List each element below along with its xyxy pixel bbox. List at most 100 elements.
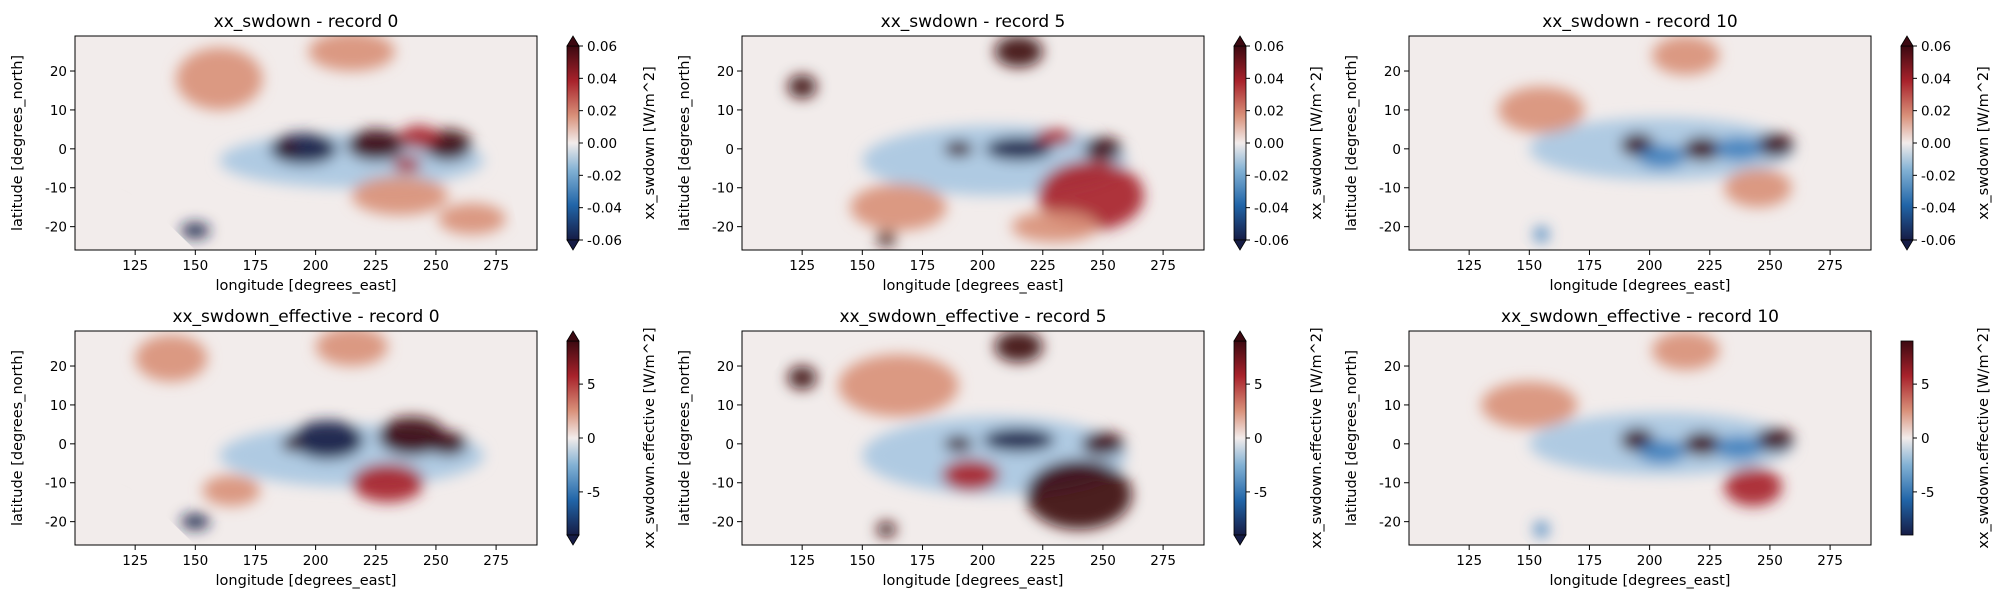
heatmap-blob [392,156,422,173]
x-tick-label: 225 [363,258,389,274]
x-tick-label: 175 [1577,258,1603,274]
land-south-america [1172,436,1204,545]
colorbar-tick-label: -0.06 [587,233,622,249]
heatmap-blob [1025,459,1132,530]
colorbar: 5 0 -5 xx_swdown.effective [W/m^2] [1900,327,1992,549]
heatmap-blob [281,436,302,452]
colorbar-tick-label: 0 [587,431,596,447]
x-tick-label: 200 [1637,258,1663,274]
colorbar-tick-label: 0.02 [1254,104,1284,120]
colorbar-extend-top [1233,330,1247,342]
panel-3: xx_swdown_effective - record 0 125 150 175 2… [10,307,658,589]
x-tick-label: 125 [789,258,815,274]
plot-title: xx_swdown - record 10 [1542,12,1738,32]
colorbar-gradient [1900,45,1914,241]
heatmap-blob [985,137,1053,161]
heatmap-blob [1637,144,1686,169]
colorbar-extend-bottom [566,239,580,251]
colorbar-extend-bottom [566,534,580,546]
y-tick-label: 0 [725,142,734,158]
colorbar-tick-label: -0.02 [587,168,622,184]
x-axis-label: longitude [degrees_east] [216,573,397,589]
heatmap-blob [1498,86,1585,134]
plot-title: xx_swdown_effective - record 5 [839,307,1106,327]
heatmap-blob [1035,129,1075,145]
x-tick-label: 175 [1577,553,1603,569]
y-tick-label: 10 [1384,398,1401,414]
x-tick-label: 175 [243,553,269,569]
y-axis-label: latitude [degrees_north] [677,55,693,231]
x-tick-label: 175 [910,258,936,274]
colorbar-tick-label: 5 [587,377,596,393]
colorbar-extend-top [566,330,580,342]
heatmap-blob [399,125,439,149]
heatmap-blob [1081,432,1125,456]
plot-title: xx_swdown_effective - record 10 [1501,307,1779,327]
colorbar-tick-label: 0.04 [587,71,617,87]
plot-frame [1408,35,1872,251]
y-tick-label: -20 [1379,515,1401,531]
colorbar-tick-label: 0.04 [1254,71,1284,87]
x-tick-label: 200 [970,258,996,274]
y-tick-label: -20 [45,220,67,236]
colorbar-tick-label: 0 [1921,431,1930,447]
y-tick-label: 20 [50,359,67,375]
x-tick-label: 250 [1757,553,1783,569]
colorbar-tick-label: 0.02 [587,104,617,120]
heatmap-field [1409,36,1871,250]
y-tick-label: 10 [50,398,67,414]
x-axis-label: longitude [degrees_east] [1550,278,1731,294]
plot-title: xx_swdown_effective - record 0 [172,307,439,327]
colorbar-tick-label: 0.00 [1921,136,1951,152]
colorbar-tick-label: 0.02 [1921,104,1951,120]
heatmap-blob [1652,331,1720,370]
heatmap-field [75,331,537,545]
colorbar-label: xx_swdown.effective [W/m^2] [642,327,658,548]
x-tick-label: 125 [789,553,815,569]
land-central-america [1813,331,1871,413]
colorbar-tick-label: 0.04 [1921,71,1951,87]
heatmap-blob [1481,381,1578,429]
land-central-america [479,36,537,118]
land-australia [742,474,863,545]
heatmap-blob [1683,432,1722,456]
x-tick-label: 150 [1516,258,1542,274]
land-central-america [1146,331,1204,413]
x-tick-label: 150 [1516,553,1542,569]
heatmap-blob [1714,137,1763,161]
colorbar: 5 0 -5 xx_swdown.effective [W/m^2] [566,327,658,549]
heatmap-blob [876,521,896,538]
y-tick-label: -20 [712,220,734,236]
x-tick-label: 250 [1090,258,1116,274]
land-asia [742,331,786,398]
land-south-america [1839,436,1871,545]
heatmap-blob [176,47,263,110]
x-tick-label: 150 [849,258,875,274]
colorbar-gradient [1233,45,1247,241]
x-tick-label: 275 [483,553,509,569]
x-tick-label: 125 [1456,258,1482,274]
colorbar-tick-label: 0 [1254,431,1263,447]
land-south-america [505,141,537,250]
heatmap-blob [277,141,297,157]
land-central-america [479,331,537,413]
land-south-america [505,436,537,545]
y-tick-label: 0 [58,437,67,453]
x-tick-label: 275 [1150,258,1176,274]
colorbar-extend-bottom [1233,239,1247,251]
heatmap-blob [1714,436,1763,460]
colorbar-extend-bottom [1900,239,1914,251]
heatmap-field [75,36,537,250]
colorbar-tick-label: -5 [1254,485,1267,501]
heatmap-blob [1724,467,1782,507]
y-tick-label: -10 [712,181,734,197]
x-axis-label: longitude [degrees_east] [883,573,1064,589]
x-tick-label: 250 [423,258,449,274]
x-tick-label: 200 [1637,553,1663,569]
x-tick-label: 175 [243,258,269,274]
colorbar-tick-label: -0.02 [1254,168,1289,184]
colorbar-tick-label: 5 [1921,377,1930,393]
